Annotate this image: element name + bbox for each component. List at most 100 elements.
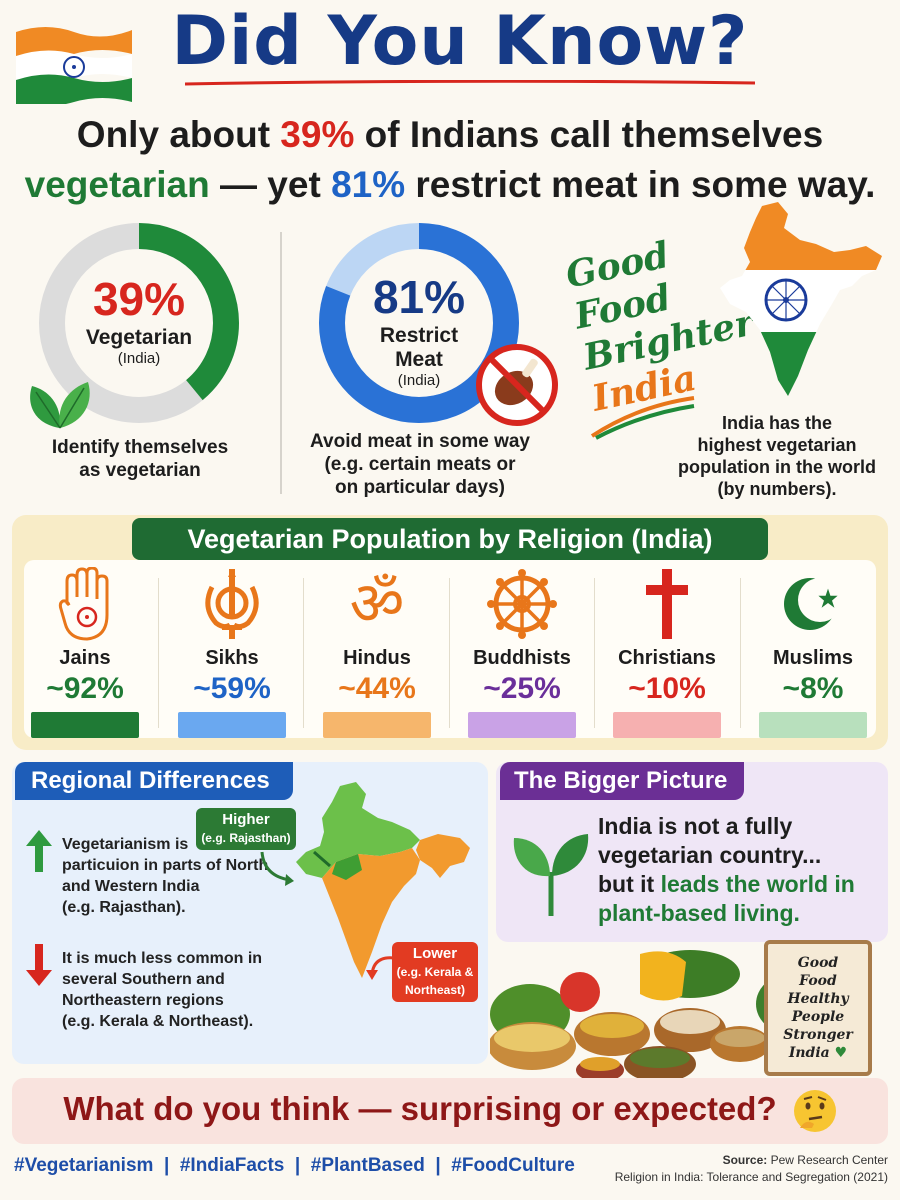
religion-bar: [323, 712, 431, 738]
tag-line: Higher: [222, 811, 270, 828]
sign-board: [764, 940, 872, 1076]
title-underline: [185, 80, 755, 86]
divider: [594, 578, 595, 728]
religion-sikhs: Sikhs ~59%: [161, 565, 303, 738]
sign-line: Food: [799, 973, 837, 989]
religion-value: ~10%: [628, 672, 706, 705]
khanda-icon: [205, 569, 259, 639]
religion-name: Muslims: [772, 647, 854, 669]
text-line: but it: [598, 871, 661, 897]
thinking-face-icon: [794, 1090, 836, 1132]
source-detail: Religion in India: Tolerance and Segrega…: [614, 1170, 888, 1184]
religion-name: Hindus: [343, 647, 411, 669]
vegetarian-caption: Identify themselves as vegetarian: [30, 436, 250, 482]
caption-line: Avoid meat in some way: [310, 431, 530, 452]
regional-title: Regional Differences: [15, 762, 293, 800]
source-label: Source:: [722, 1153, 768, 1167]
sign-text: Good Food Healthy People Stronger India …: [770, 954, 866, 1062]
headline: Only about 39% of Indians call themselve…: [20, 110, 880, 210]
sprout-icon: [513, 834, 589, 916]
tag-line: Northeast): [404, 983, 465, 997]
religion-value: ~92%: [46, 672, 124, 705]
tag-line: Lower: [412, 945, 458, 962]
text-line-highlight: leads the world in: [660, 871, 855, 897]
text-line: (e.g. Kerala & Northeast).: [62, 1013, 254, 1030]
religion-muslims: Muslims ~8%: [742, 565, 884, 738]
map-caption: India has the highest vegetarian populat…: [668, 412, 886, 500]
restrict-label: Restrict: [379, 324, 459, 347]
religion-buddhists: Buddhists ~25%: [451, 565, 593, 738]
religion-bar: [31, 712, 139, 738]
religion-bar: [613, 712, 721, 738]
text-line: and Western India: [62, 878, 200, 895]
restrict-meat-donut: [319, 223, 519, 423]
religion-name: Buddhists: [473, 647, 571, 669]
swoosh-decoration: [590, 396, 695, 440]
sign-line: People: [791, 1009, 845, 1025]
text-line: Northeastern regions: [62, 992, 224, 1009]
text-line: Vegetarianism is: [62, 836, 189, 853]
religion-panel-inner: [24, 560, 876, 738]
sign-line: Healthy: [787, 991, 849, 1007]
om-icon: ॐ: [349, 569, 405, 639]
arrow-down-icon: [26, 944, 52, 986]
text-line: It is much less common in: [62, 950, 263, 967]
india-regional-map: [296, 782, 470, 978]
divider: [158, 578, 159, 728]
text-line: particuion in parts of North: [62, 857, 269, 874]
india-flag-icon: [16, 27, 132, 104]
no-meat-icon: [476, 344, 558, 426]
headline-text: restrict meat in some way.: [405, 164, 876, 205]
sign-line: Good: [797, 955, 839, 971]
religion-jains: Jains ~92%: [14, 565, 156, 738]
religion-name: Jains: [59, 647, 111, 669]
religion-bar: [468, 712, 576, 738]
text-line: vegetarian country...: [598, 842, 822, 868]
religion-value: ~44%: [338, 672, 416, 705]
question-panel: [12, 1078, 888, 1144]
jain-hand-icon: [58, 567, 109, 641]
caption-line: (e.g. certain meats or: [324, 454, 516, 475]
vegetarian-sub: (India): [117, 350, 161, 367]
india-map-flag-icon: [720, 202, 882, 396]
page-title: Did You Know?: [171, 2, 749, 81]
caption-line: population in the world: [678, 457, 876, 477]
regional-lower-text: It is much less common in several Southe…: [62, 948, 302, 1032]
religion-name: Sikhs: [205, 647, 259, 669]
religion-name: Christians: [618, 647, 716, 669]
question-text: What do you think — surprising or expect…: [63, 1090, 777, 1127]
religion-value: ~25%: [483, 672, 561, 705]
source-citation: Source: Pew Research Center Religion in …: [560, 1152, 888, 1186]
caption-line: Identify themselves: [51, 437, 229, 458]
cross-icon: [646, 569, 688, 639]
headline-text: of Indians call themselves: [354, 114, 824, 155]
bigger-picture-title: The Bigger Picture: [500, 762, 744, 800]
vegetarian-label: Vegetarian: [85, 326, 193, 349]
headline-text: — yet: [209, 164, 332, 205]
sign-line: India: [788, 1045, 830, 1061]
caption-line: on particular days): [335, 477, 505, 498]
bigger-picture-text: India is not a fully vegetarian country.…: [598, 812, 878, 928]
religion-bar: [178, 712, 286, 738]
text-line: (e.g. Rajasthan).: [62, 899, 186, 916]
text-line: India is not a fully: [598, 813, 793, 839]
leaf-icon: [30, 382, 90, 429]
vegetarian-pct: 39%: [92, 273, 186, 325]
lower-tag: Lower (e.g. Kerala & Northeast): [392, 942, 478, 1002]
text-line-highlight: plant-based living.: [598, 900, 800, 926]
religion-title: Vegetarian Population by Religion (India…: [132, 518, 768, 560]
religion-hindus: ॐ Hindus ~44%: [306, 565, 448, 738]
hashtags: #Vegetarianism | #IndiaFacts | #PlantBas…: [14, 1155, 575, 1176]
religion-christians: Christians ~10%: [596, 565, 738, 738]
religion-value: ~59%: [193, 672, 271, 705]
source-name: Pew Research Center: [767, 1153, 888, 1167]
religion-bar: [759, 712, 867, 738]
arrow-up-icon: [26, 830, 52, 872]
text-line: several Southern and: [62, 971, 225, 988]
curved-arrow-icon: [366, 956, 395, 980]
tag-line: (e.g. Kerala &: [396, 965, 474, 979]
divider: [449, 578, 450, 728]
curved-arrow-icon: [260, 851, 294, 886]
caption-line: (by numbers).: [717, 479, 837, 499]
restrict-caption: Avoid meat in some way (e.g. certain mea…: [300, 430, 540, 499]
